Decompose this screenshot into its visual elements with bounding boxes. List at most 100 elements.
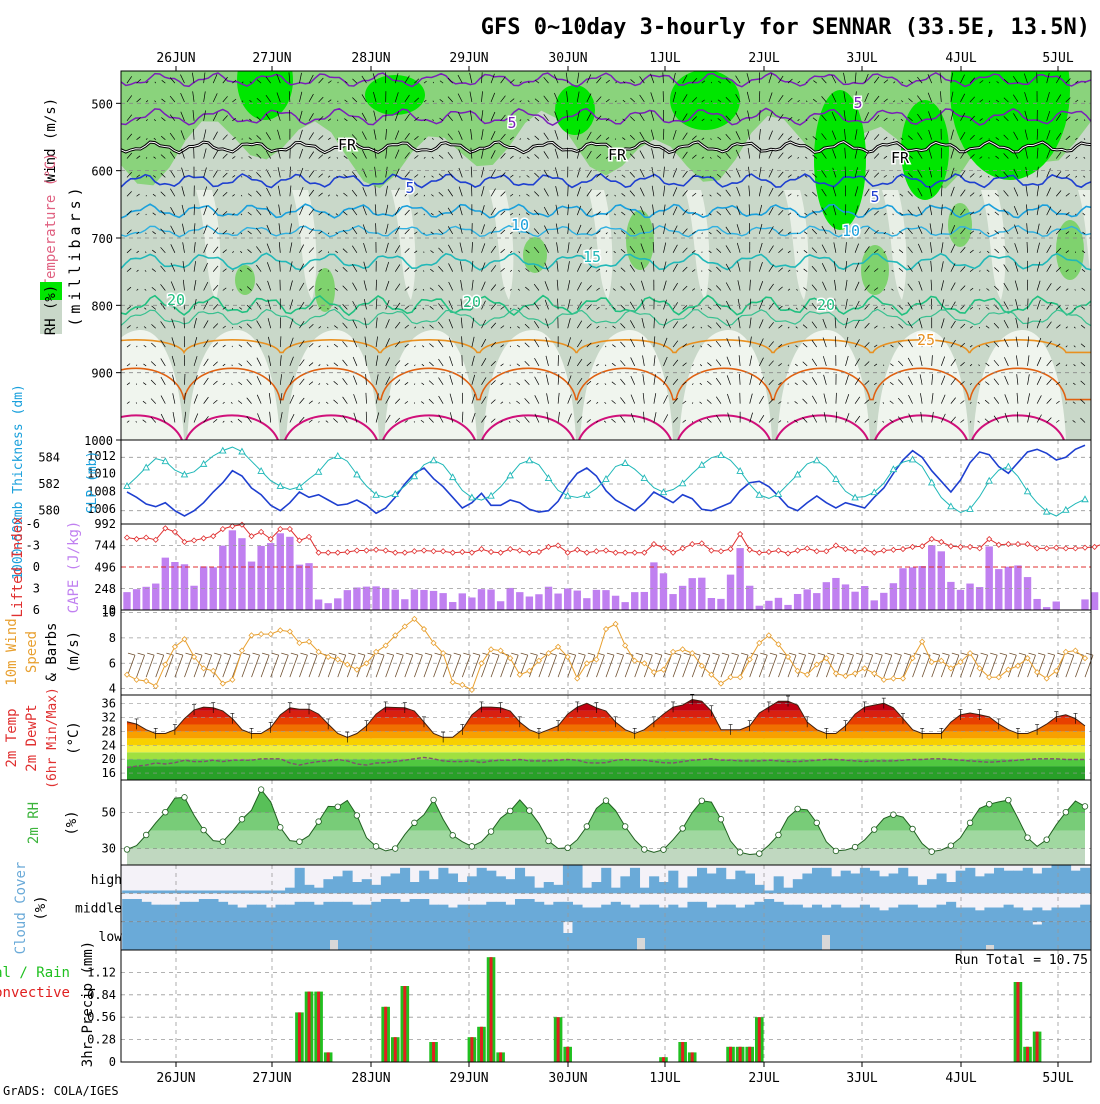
contour-label: 20 (463, 293, 481, 311)
wind-speed-marker (632, 658, 637, 663)
slp-marker (565, 493, 571, 499)
cloud-bar (687, 876, 697, 893)
cape-bar (689, 578, 696, 610)
wind-speed-marker (230, 677, 235, 682)
cloud-bar (1004, 922, 1014, 950)
cloud-bar (697, 868, 707, 894)
cloud-bar (1023, 910, 1033, 921)
wind-barb-feather (904, 653, 911, 655)
rh-label-2: (%) (64, 810, 80, 835)
li-tick: -6 (26, 517, 40, 531)
legend-temperature: Temperature (°C) (43, 153, 59, 288)
cloud-bar (994, 908, 1004, 922)
cape-bar (717, 599, 724, 610)
cloud-bar (515, 899, 525, 922)
cloud-bar (151, 891, 161, 894)
li-marker (1083, 545, 1088, 550)
cloud-bar (189, 922, 199, 950)
li-marker (402, 550, 407, 555)
wind-speed-marker (163, 662, 168, 667)
wind-barb-feather (406, 653, 413, 655)
cloud-bar (1080, 868, 1090, 894)
cape-bar (938, 551, 945, 610)
cloud-bar (199, 922, 209, 950)
cape-bar (918, 566, 925, 610)
wind-barb-10m (587, 655, 595, 677)
precip-convective-bar (691, 1052, 694, 1062)
li-marker (862, 547, 867, 552)
cloud-bar (295, 922, 305, 950)
cloud-bar (754, 922, 764, 950)
cloud-bar (927, 922, 937, 950)
cloud-bar (668, 905, 678, 922)
cloud-bar (161, 891, 171, 894)
cloud-bar (304, 922, 314, 950)
li-marker (623, 550, 628, 555)
wind-barb-10m (280, 655, 288, 677)
wind-barb-10m (759, 655, 767, 677)
cape-bar (516, 592, 523, 610)
wind-barb-feather (387, 653, 394, 655)
top-date-label: 29JUN (449, 51, 488, 66)
wind-barb-feather (348, 653, 355, 655)
cloud-bar (247, 905, 257, 922)
rh-band (121, 831, 1091, 849)
precip-convective-bar (384, 1007, 387, 1062)
cloud-bar (707, 908, 717, 922)
wind-barb-feather (329, 653, 336, 655)
cape-bar (1053, 602, 1060, 610)
rh-marker (239, 816, 245, 822)
rh-marker (986, 801, 992, 807)
li-marker (843, 547, 848, 552)
cape-bar (1024, 577, 1031, 610)
wind-label-1: 10m Wind (4, 618, 20, 685)
cloud-bar (726, 905, 736, 922)
wind-barb-feather (732, 653, 739, 655)
cape-bar (554, 594, 561, 610)
cape-bar (1014, 565, 1021, 610)
temp-label-2: 2m DewPt (24, 704, 40, 771)
wind-speed-marker (345, 662, 350, 667)
temp-label-4: (°C) (66, 721, 82, 755)
cloud-bar (180, 902, 190, 922)
cloud-bar (247, 891, 257, 894)
cloud-bar (1061, 908, 1071, 922)
cloud-bar (927, 879, 937, 893)
cloud-bar (831, 905, 841, 922)
wind-barb-10m (414, 655, 422, 677)
moist-spot (948, 203, 972, 247)
wind-barb-10m (299, 655, 307, 677)
contour-label: 5 (870, 188, 879, 206)
cloud-bar (831, 922, 841, 950)
cloud-bar (1032, 874, 1042, 894)
li-marker (757, 550, 762, 555)
cloud-bar (218, 922, 228, 950)
wind-barb-feather (722, 653, 729, 655)
rh-marker (967, 820, 973, 826)
cloud-bar (477, 905, 487, 922)
cloud-bar (228, 905, 238, 922)
cloud-bar (697, 922, 707, 950)
rh-tick: 30 (102, 842, 116, 856)
cloud-bar (477, 868, 487, 894)
wind-barb-feather (138, 653, 145, 655)
cloud-bar (1042, 922, 1052, 950)
cloud-bar (745, 905, 755, 922)
cape-bar (181, 564, 188, 610)
cloud-bar (764, 922, 774, 950)
li-marker (421, 548, 426, 553)
rh-marker (373, 844, 379, 850)
cape-bar (497, 601, 504, 610)
li-marker (776, 548, 781, 553)
rh-marker (527, 808, 533, 814)
cape-bar (986, 546, 993, 610)
cape-bar (871, 600, 878, 610)
cloud-bar (285, 888, 295, 894)
cloud-bar (592, 908, 602, 922)
bottom-date-label: 26JUN (156, 1071, 195, 1086)
precip-convective-bar (1016, 982, 1019, 1062)
rh-marker (1025, 835, 1031, 841)
wind-tick: 10 (102, 606, 116, 620)
slp-marker (1082, 496, 1088, 502)
